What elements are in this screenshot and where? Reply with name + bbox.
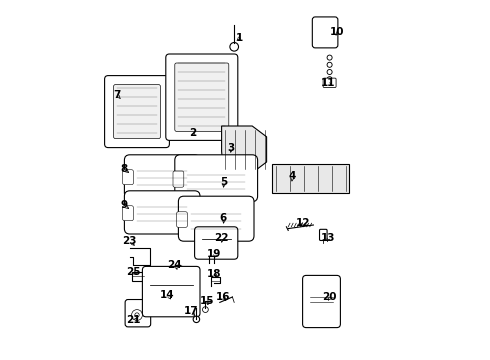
Circle shape bbox=[230, 42, 239, 51]
Text: 4: 4 bbox=[288, 171, 295, 181]
FancyBboxPatch shape bbox=[143, 266, 200, 317]
Text: 17: 17 bbox=[184, 306, 198, 316]
Text: 8: 8 bbox=[121, 164, 128, 174]
Text: 20: 20 bbox=[322, 292, 337, 302]
Circle shape bbox=[327, 77, 332, 82]
FancyBboxPatch shape bbox=[312, 17, 338, 48]
Text: 9: 9 bbox=[121, 200, 128, 210]
FancyBboxPatch shape bbox=[122, 170, 133, 185]
Text: 14: 14 bbox=[160, 290, 175, 300]
FancyBboxPatch shape bbox=[303, 275, 341, 328]
Polygon shape bbox=[221, 126, 267, 173]
Circle shape bbox=[135, 313, 139, 317]
FancyBboxPatch shape bbox=[323, 78, 336, 87]
Circle shape bbox=[175, 268, 182, 275]
Circle shape bbox=[327, 55, 332, 60]
FancyBboxPatch shape bbox=[124, 155, 200, 198]
Text: 25: 25 bbox=[126, 267, 141, 277]
Text: 19: 19 bbox=[207, 249, 221, 259]
Text: 3: 3 bbox=[227, 143, 234, 153]
Text: 12: 12 bbox=[295, 218, 310, 228]
Circle shape bbox=[132, 310, 143, 320]
FancyBboxPatch shape bbox=[125, 300, 151, 327]
Text: 21: 21 bbox=[126, 315, 141, 325]
FancyBboxPatch shape bbox=[195, 227, 238, 259]
Text: 15: 15 bbox=[200, 296, 215, 306]
Text: 10: 10 bbox=[330, 27, 344, 37]
Text: 22: 22 bbox=[214, 233, 229, 243]
FancyBboxPatch shape bbox=[178, 196, 254, 241]
FancyBboxPatch shape bbox=[173, 171, 184, 187]
Circle shape bbox=[202, 307, 208, 312]
Circle shape bbox=[327, 62, 332, 67]
Text: 24: 24 bbox=[168, 260, 182, 270]
Text: 5: 5 bbox=[220, 177, 227, 187]
FancyBboxPatch shape bbox=[114, 85, 160, 139]
Polygon shape bbox=[132, 272, 144, 281]
FancyBboxPatch shape bbox=[176, 212, 187, 228]
FancyBboxPatch shape bbox=[175, 63, 229, 131]
FancyBboxPatch shape bbox=[122, 206, 133, 221]
Circle shape bbox=[327, 69, 332, 75]
Text: 11: 11 bbox=[320, 78, 335, 88]
FancyBboxPatch shape bbox=[319, 229, 327, 240]
FancyBboxPatch shape bbox=[166, 54, 238, 140]
FancyBboxPatch shape bbox=[104, 76, 170, 148]
Circle shape bbox=[193, 316, 199, 323]
Text: 6: 6 bbox=[220, 213, 227, 223]
FancyBboxPatch shape bbox=[175, 155, 258, 202]
Text: 1: 1 bbox=[236, 33, 243, 43]
Text: 2: 2 bbox=[189, 128, 196, 138]
Text: 13: 13 bbox=[320, 233, 335, 243]
Text: 16: 16 bbox=[216, 292, 231, 302]
Circle shape bbox=[172, 265, 185, 278]
Text: 7: 7 bbox=[114, 90, 121, 100]
Polygon shape bbox=[272, 164, 349, 193]
FancyBboxPatch shape bbox=[124, 191, 200, 234]
Text: 18: 18 bbox=[207, 269, 221, 279]
Text: 23: 23 bbox=[122, 236, 137, 246]
